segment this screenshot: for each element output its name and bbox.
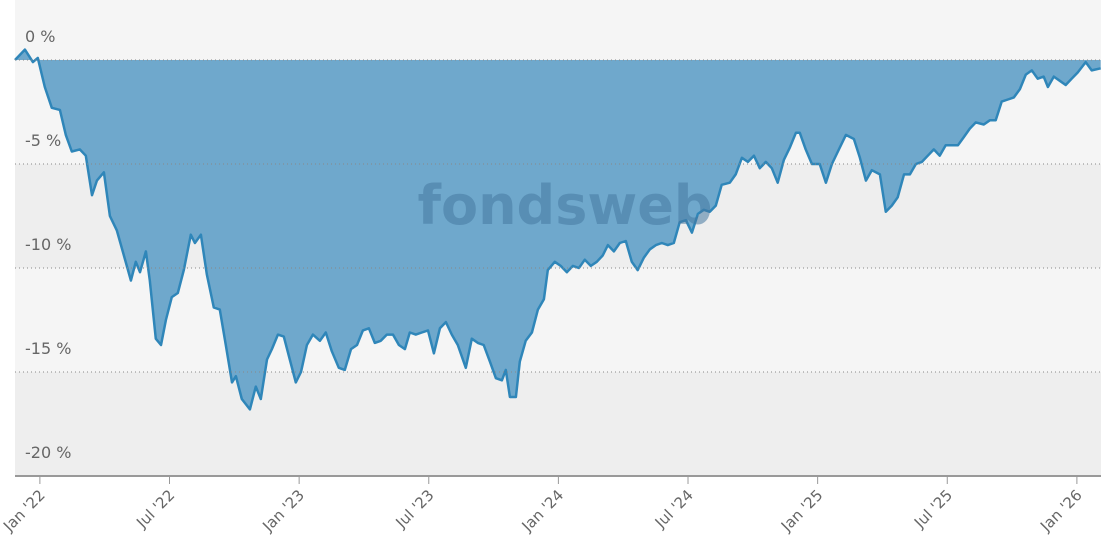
y-tick-label: -20 % xyxy=(25,443,71,462)
y-tick-label: -10 % xyxy=(25,235,71,254)
line xyxy=(14,48,1101,411)
x-tick-label: Jan '24 xyxy=(518,486,568,536)
x-tick-label: Jan '25 xyxy=(777,486,827,536)
x-tick-label: Jan '26 xyxy=(1036,486,1086,536)
y-tick-label: -15 % xyxy=(25,339,71,358)
x-tick-label: Jul '22 xyxy=(132,486,178,532)
x-tick-label: Jul '25 xyxy=(910,486,956,532)
y-tick-label: 0 % xyxy=(25,27,55,46)
x-tick-label: Jul '24 xyxy=(651,486,697,532)
y-tick-label: -5 % xyxy=(25,131,61,150)
x-tick-label: Jan '22 xyxy=(0,486,49,536)
x-tick-label: Jan '23 xyxy=(258,486,308,536)
x-tick-label: Jul '23 xyxy=(392,486,438,532)
band xyxy=(15,372,1101,476)
area xyxy=(15,49,1101,410)
watermark: fondsweb xyxy=(418,174,713,237)
